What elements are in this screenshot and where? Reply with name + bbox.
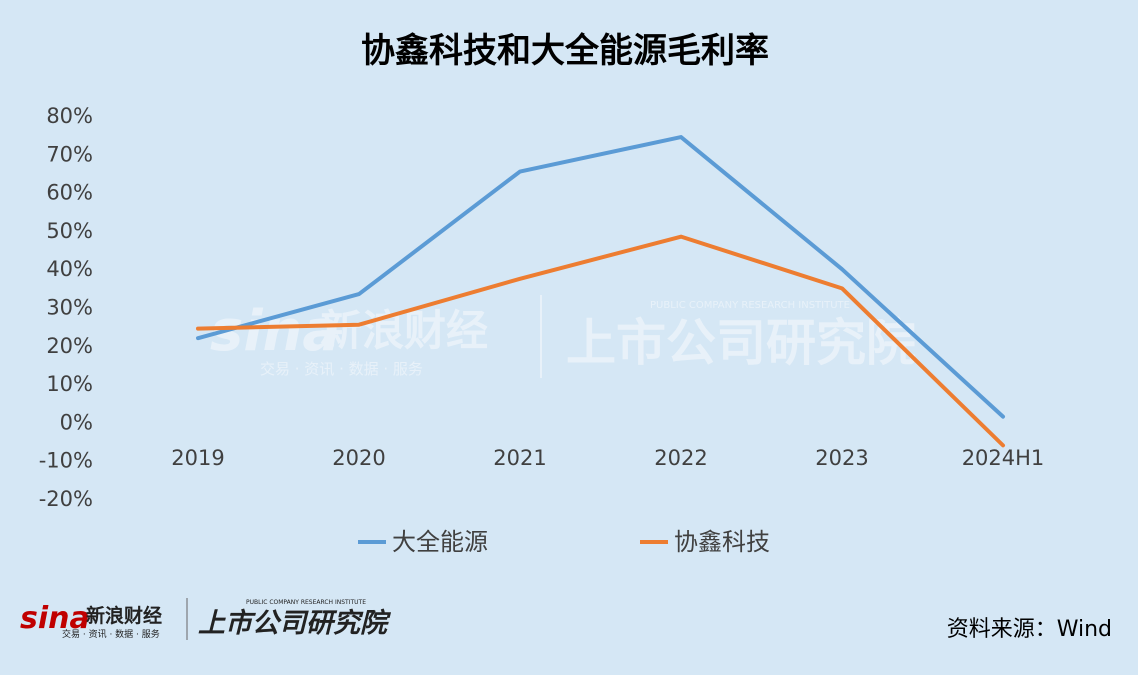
- y-tick-label: 40%: [46, 257, 93, 281]
- y-axis-ticks: 80% 70% 60% 50% 40% 30% 20% 10% 0% -10% -20%: [39, 104, 93, 511]
- x-tick-label: 2024H1: [962, 446, 1045, 470]
- series-line-0: [196, 135, 1005, 419]
- y-tick-label: 70%: [46, 142, 93, 166]
- source-note: 资料来源：Wind: [947, 617, 1112, 642]
- legend: 大全能源 协鑫科技: [358, 528, 770, 556]
- watermark-brand: 新浪财经: [320, 306, 488, 355]
- legend-label-xiexin: 协鑫科技: [674, 528, 770, 556]
- logo-sina: sina: [20, 601, 90, 636]
- y-tick-label: -10%: [39, 449, 93, 473]
- chart-title: 协鑫科技和大全能源毛利率: [361, 31, 769, 71]
- series-line-1: [196, 234, 1005, 448]
- y-tick-label: 30%: [46, 296, 93, 320]
- logo-institute-en: PUBLIC COMPANY RESEARCH INSTITUTE: [246, 599, 366, 606]
- watermark-tagline: 交易 · 资讯 · 数据 · 服务: [260, 360, 423, 378]
- y-tick-label: 0%: [60, 410, 93, 434]
- y-tick-label: 80%: [46, 104, 93, 128]
- x-tick-label: 2023: [815, 446, 868, 470]
- y-tick-label: 50%: [46, 219, 93, 243]
- y-tick-label: -20%: [39, 487, 93, 511]
- y-tick-label: 10%: [46, 372, 93, 396]
- x-tick-label: 2022: [654, 446, 707, 470]
- x-axis-ticks: 2019 2020 2021 2022 2023 2024H1: [171, 446, 1044, 470]
- series-lines: [196, 135, 1005, 448]
- watermark-sina-logo: sina: [210, 299, 340, 364]
- y-tick-label: 20%: [46, 334, 93, 358]
- x-tick-label: 2019: [171, 446, 224, 470]
- logo-brand: 新浪财经: [86, 604, 162, 627]
- logo-tagline: 交易 · 资讯 · 数据 · 服务: [62, 628, 160, 640]
- x-tick-label: 2020: [332, 446, 385, 470]
- y-tick-label: 60%: [46, 181, 93, 205]
- watermark-institute-en: PUBLIC COMPANY RESEARCH INSTITUTE: [650, 300, 850, 311]
- bottom-logo: sina 新浪财经 交易 · 资讯 · 数据 · 服务 PUBLIC COMPA…: [20, 598, 392, 640]
- watermark-institute: 上市公司研究院: [566, 314, 916, 372]
- legend-label-daquan: 大全能源: [392, 528, 488, 556]
- logo-institute: 上市公司研究院: [198, 608, 392, 639]
- x-tick-label: 2021: [493, 446, 546, 470]
- center-watermark: sina 新浪财经 交易 · 资讯 · 数据 · 服务 PUBLIC COMPA…: [210, 295, 916, 378]
